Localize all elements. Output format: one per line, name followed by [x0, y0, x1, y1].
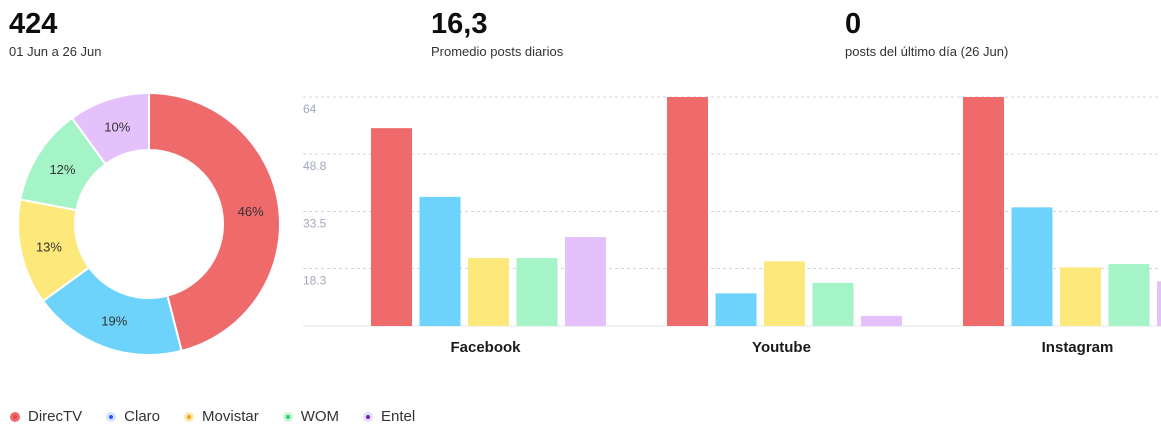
- legend: DirecTV Claro Movistar WOM Entel: [10, 408, 439, 425]
- bar-facebook-movistar[interactable]: [468, 258, 509, 326]
- donut-label-wom: 12%: [49, 162, 75, 177]
- legend-item-directv[interactable]: DirecTV: [10, 408, 82, 425]
- x-category-label-facebook: Facebook: [450, 339, 521, 356]
- kpi-total-posts: 424 01 Jun a 26 Jun: [9, 8, 102, 59]
- bar-chart: 64 48.8 33.5 18.3 Facebook Youtube Instagram: [303, 96, 1161, 356]
- legend-dot-icon: [363, 411, 374, 422]
- bar-instagram-directv[interactable]: [963, 97, 1004, 326]
- legend-dot-center-icon: [13, 414, 17, 419]
- donut-label-entel: 10%: [104, 120, 130, 135]
- kpi-value: 16,3: [431, 8, 488, 40]
- bar-youtube-entel[interactable]: [861, 315, 902, 326]
- legend-dot-center-icon: [366, 414, 371, 419]
- donut-slice-entel[interactable]: [70, 91, 150, 166]
- kpi-value: 424: [9, 8, 58, 40]
- kpi-label: 01 Jun a 26 Jun: [9, 44, 102, 59]
- legend-dot-icon: [10, 411, 20, 422]
- bar-instagram-entel[interactable]: [1157, 281, 1161, 326]
- kpi-value: 0: [845, 8, 862, 40]
- legend-label: Entel: [381, 408, 416, 425]
- donut-slice-directv[interactable]: [148, 91, 281, 353]
- donut-label-directv: 46%: [238, 204, 264, 219]
- x-category-label-youtube: Youtube: [752, 339, 811, 356]
- bar-facebook-wom[interactable]: [516, 258, 558, 326]
- legend-label: WOM: [300, 408, 340, 425]
- legend-dot-center-icon: [285, 414, 290, 419]
- y-tick-label: 48.8: [303, 159, 327, 173]
- legend-item-movistar[interactable]: Movistar: [184, 408, 259, 425]
- y-tick-label: 18.3: [303, 274, 327, 288]
- kpi-last-day: 0 posts del último día (26 Jun): [845, 8, 1008, 59]
- legend-dot-icon: [282, 411, 293, 422]
- kpi-label: posts del último día (26 Jun): [845, 44, 1009, 59]
- donut-label-movistar: 13%: [36, 239, 62, 254]
- legend-item-entel[interactable]: Entel: [363, 408, 415, 425]
- legend-label: Movistar: [202, 408, 259, 425]
- legend-item-wom[interactable]: WOM: [282, 408, 340, 425]
- donut-label-claro: 19%: [101, 313, 127, 328]
- legend-dot-icon: [106, 411, 117, 422]
- kpi-daily-average: 16,3 Promedio posts diarios: [431, 8, 563, 59]
- bar-facebook-directv[interactable]: [371, 128, 412, 326]
- x-category-label-instagram: Instagram: [1042, 339, 1114, 356]
- bar-instagram-wom[interactable]: [1108, 264, 1150, 326]
- bar-facebook-entel[interactable]: [565, 237, 606, 326]
- legend-dot-icon: [184, 411, 195, 422]
- kpi-label: Promedio posts diarios: [431, 44, 564, 59]
- legend-label: DirecTV: [28, 408, 83, 425]
- donut-chart: 46% 19% 13% 12% 10%: [17, 91, 281, 356]
- legend-item-claro[interactable]: Claro: [106, 408, 160, 425]
- bar-instagram-claro[interactable]: [1011, 207, 1053, 326]
- legend-dot-center-icon: [109, 414, 114, 419]
- bar-instagram-movistar[interactable]: [1060, 267, 1101, 326]
- bar-youtube-directv[interactable]: [667, 97, 708, 326]
- y-tick-label: 33.5: [303, 217, 327, 231]
- bar-youtube-claro[interactable]: [715, 293, 757, 326]
- y-tick-label: 64: [303, 102, 317, 116]
- legend-dot-center-icon: [187, 414, 192, 419]
- legend-label: Claro: [124, 408, 161, 425]
- bar-facebook-claro[interactable]: [419, 196, 461, 326]
- bar-youtube-wom[interactable]: [812, 282, 854, 326]
- bar-youtube-movistar[interactable]: [764, 261, 805, 326]
